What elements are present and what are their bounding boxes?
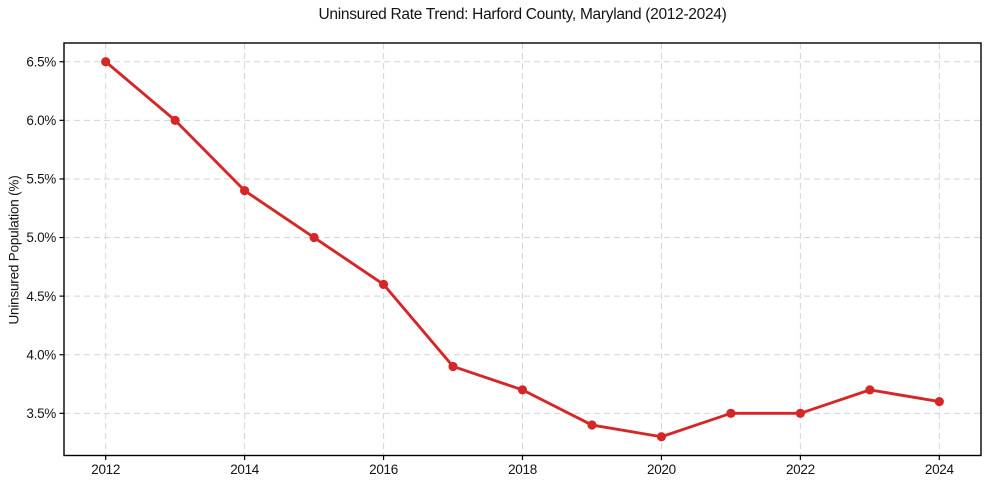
y-tick-label: 5.5% (26, 172, 56, 187)
data-point-2014 (240, 186, 250, 196)
data-point-2012 (101, 57, 111, 67)
data-point-2018 (517, 385, 528, 395)
data-point-2015 (309, 232, 319, 243)
data-point-2020 (656, 432, 667, 442)
data-point-2017 (448, 361, 458, 372)
x-tick-label: 2024 (925, 462, 955, 477)
x-tick-label: 2020 (647, 462, 676, 477)
x-tick-label: 2016 (369, 462, 398, 477)
data-point-2021 (726, 408, 736, 418)
chart-title: Uninsured Rate Trend: Harford County, Ma… (318, 6, 727, 23)
data-point-2019 (587, 420, 597, 430)
data-point-2016 (378, 279, 389, 290)
x-tick-label: 2014 (230, 462, 260, 477)
data-point-2022 (795, 408, 805, 418)
data-point-2023 (865, 385, 875, 395)
x-tick-label: 2022 (786, 462, 815, 477)
y-tick-label: 4.5% (26, 289, 56, 304)
y-tick-label: 4.0% (26, 347, 56, 362)
y-tick-label: 6.5% (26, 54, 56, 69)
y-tick-label: 3.5% (26, 406, 56, 421)
data-point-2013 (170, 115, 180, 125)
y-tick-label: 5.0% (26, 230, 56, 245)
x-tick-label: 2018 (508, 462, 537, 477)
data-point-2024 (934, 396, 944, 407)
y-tick-label: 6.0% (26, 113, 56, 128)
x-tick-label: 2012 (91, 462, 120, 477)
